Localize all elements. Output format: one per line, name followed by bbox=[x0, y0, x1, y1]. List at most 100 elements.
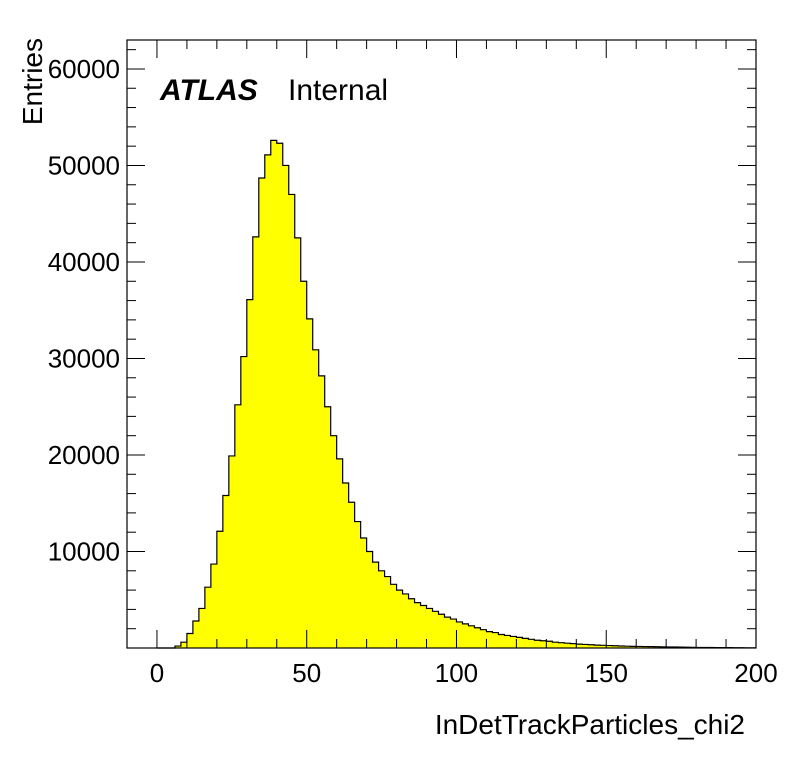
histogram-bin bbox=[636, 646, 643, 648]
histogram-bin bbox=[216, 531, 224, 648]
histogram-bin bbox=[330, 435, 338, 648]
histogram-bin bbox=[624, 646, 631, 648]
histogram-bin bbox=[264, 154, 272, 648]
y-axis-title: Entries bbox=[17, 38, 48, 125]
histogram-bin bbox=[456, 621, 463, 648]
histogram-bin bbox=[372, 562, 379, 648]
x-tick-label: 100 bbox=[435, 658, 478, 688]
histogram-bin bbox=[180, 642, 188, 648]
histogram-bin bbox=[528, 639, 535, 648]
y-tick-label: 10000 bbox=[48, 536, 120, 566]
histogram-bin bbox=[594, 645, 601, 648]
histogram-bin bbox=[414, 602, 421, 648]
histogram-bin bbox=[288, 194, 296, 648]
histogram-bin bbox=[648, 646, 655, 648]
histogram-bin bbox=[192, 620, 200, 648]
histogram-bin bbox=[492, 632, 499, 648]
histogram-bin bbox=[204, 587, 212, 648]
histogram-bin bbox=[252, 236, 260, 648]
x-tick-label: 150 bbox=[585, 658, 628, 688]
histogram-bin bbox=[564, 643, 571, 648]
y-tick-label: 50000 bbox=[48, 150, 120, 180]
histogram-bin bbox=[186, 633, 194, 648]
histogram-bin bbox=[516, 637, 523, 648]
histogram-bin bbox=[432, 611, 439, 648]
histogram-bin bbox=[198, 608, 206, 648]
histogram-bin bbox=[246, 299, 254, 648]
histogram-outline bbox=[156, 139, 756, 649]
x-axis-title: InDetTrackParticles_chi2 bbox=[435, 709, 745, 740]
histogram-bin bbox=[270, 140, 278, 648]
histogram-bin bbox=[234, 404, 242, 648]
histogram-bin bbox=[408, 598, 415, 648]
histogram-bin bbox=[570, 643, 577, 648]
y-tick-label: 40000 bbox=[48, 247, 120, 277]
histogram-bin bbox=[276, 143, 284, 648]
histogram-bin bbox=[558, 642, 565, 648]
histogram-bin bbox=[654, 646, 661, 648]
histogram-bin bbox=[420, 605, 427, 648]
y-tick-label: 60000 bbox=[48, 54, 120, 84]
histogram-bin bbox=[498, 634, 505, 648]
histogram-bin bbox=[240, 356, 248, 648]
histogram-bin bbox=[360, 537, 368, 648]
histogram-bin bbox=[450, 619, 457, 648]
histogram-bin bbox=[378, 570, 385, 648]
histogram-bin bbox=[552, 642, 559, 648]
histogram-bin bbox=[462, 623, 469, 648]
histogram-bin bbox=[600, 645, 607, 648]
histogram-bin bbox=[480, 629, 487, 648]
x-tick-label: 0 bbox=[150, 658, 164, 688]
histogram-bin bbox=[342, 482, 350, 648]
histogram-bin bbox=[384, 576, 391, 648]
histogram-bin bbox=[468, 625, 475, 648]
histogram-bin bbox=[510, 636, 517, 648]
histogram-bin bbox=[540, 640, 547, 648]
histogram-bin bbox=[582, 644, 589, 648]
histogram-bin bbox=[174, 646, 182, 648]
histogram-bin bbox=[396, 590, 403, 648]
histogram-bin bbox=[612, 645, 619, 648]
histogram-bin bbox=[618, 645, 625, 648]
histogram-bin bbox=[228, 455, 236, 648]
histogram-bin bbox=[324, 406, 332, 648]
histogram-bin bbox=[402, 593, 409, 648]
y-tick-label: 20000 bbox=[48, 440, 120, 470]
histogram-bin bbox=[210, 564, 218, 648]
x-tick-label: 50 bbox=[292, 658, 321, 688]
histogram-bars bbox=[174, 140, 757, 649]
plot-frame bbox=[126, 39, 757, 649]
histogram-bin bbox=[354, 521, 362, 648]
y-tick-labels: 10000 20000 30000 40000 50000 60000 bbox=[48, 54, 120, 567]
experiment-label: ATLAS bbox=[159, 74, 258, 107]
histogram-bin bbox=[606, 645, 613, 648]
histogram-bin bbox=[426, 608, 433, 648]
histogram-bin bbox=[642, 646, 649, 648]
histogram-bin bbox=[300, 281, 308, 648]
axis-ticks bbox=[127, 40, 757, 648]
histogram-bin bbox=[222, 495, 230, 648]
histogram-bin bbox=[366, 551, 374, 648]
histogram-bin bbox=[294, 237, 302, 649]
histogram-bin bbox=[630, 646, 637, 648]
histogram-bin bbox=[312, 349, 320, 648]
x-tick-labels: 0 50 100 150 200 bbox=[150, 658, 778, 688]
histogram-bin bbox=[282, 165, 290, 648]
x-tick-label: 200 bbox=[734, 658, 777, 688]
histogram-bin bbox=[336, 458, 344, 648]
y-tick-label: 30000 bbox=[48, 343, 120, 373]
histogram-bin bbox=[588, 644, 595, 648]
histogram-bin bbox=[444, 617, 451, 648]
histogram-bin bbox=[258, 178, 266, 648]
histogram-bin bbox=[348, 502, 356, 648]
histogram-bin bbox=[504, 635, 511, 648]
histogram-bin bbox=[576, 644, 583, 648]
histogram-bin bbox=[390, 584, 397, 648]
status-label: Internal bbox=[288, 74, 388, 107]
histogram-bin bbox=[546, 641, 553, 648]
histogram-bin bbox=[474, 627, 481, 648]
histogram-bin bbox=[306, 318, 314, 648]
histogram-bin bbox=[318, 375, 326, 648]
histogram-bin bbox=[438, 614, 445, 648]
